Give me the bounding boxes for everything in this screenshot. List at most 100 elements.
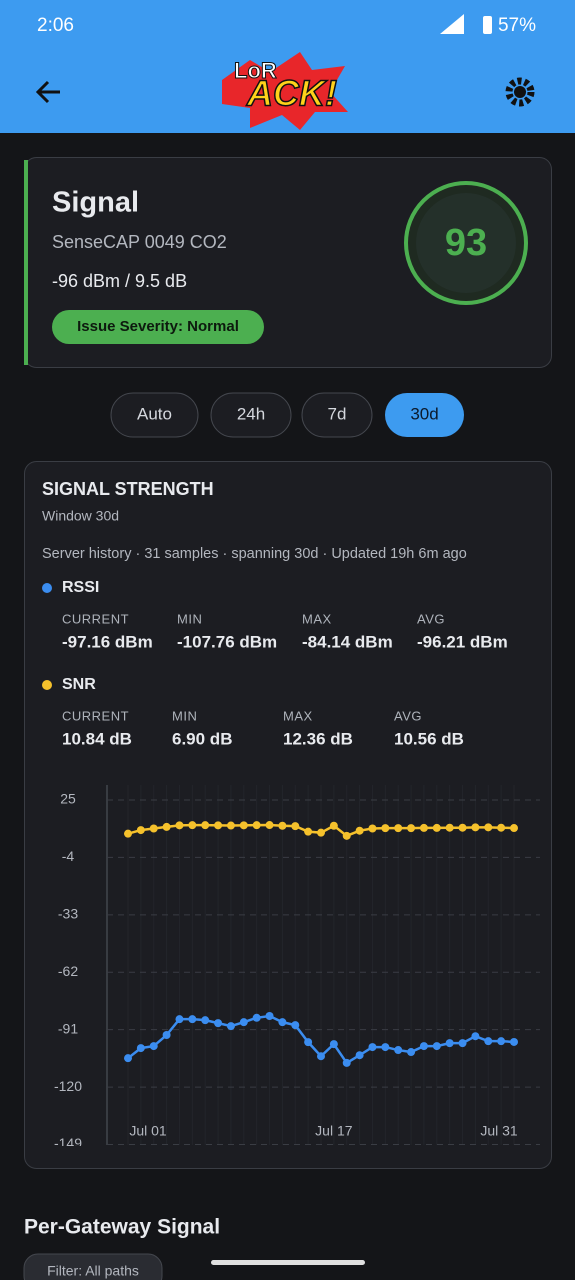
stat-label: AVG	[417, 611, 445, 626]
data-point	[226, 1022, 235, 1031]
data-point	[214, 1019, 223, 1028]
y-tick-label: -33	[58, 906, 78, 922]
data-point	[265, 821, 274, 830]
data-point	[484, 1037, 493, 1046]
stat-value: -96.21 dBm	[417, 632, 508, 651]
data-point	[304, 827, 313, 836]
tab[interactable]	[210, 392, 292, 438]
tab[interactable]	[385, 393, 464, 437]
data-point	[355, 826, 364, 835]
data-point	[124, 1054, 132, 1063]
data-point	[201, 821, 210, 830]
data-point	[445, 823, 454, 832]
y-tick-label: -91	[58, 1020, 78, 1036]
tab-label: 7d	[328, 404, 347, 423]
reading: -96 dBm / 9.5 dB	[52, 271, 187, 291]
data-point	[407, 1048, 416, 1057]
device-name: SenseCAP 0049 CO2	[52, 232, 227, 252]
data-point	[394, 824, 403, 833]
stat-label: AVG	[394, 708, 422, 723]
stat-value: 10.84 dB	[62, 729, 132, 748]
data-point	[510, 824, 518, 833]
signal-icon	[440, 14, 464, 34]
data-point	[342, 831, 351, 840]
stat-value: 12.36 dB	[283, 729, 353, 748]
data-point	[419, 1042, 428, 1051]
x-tick-label: Jul 17	[315, 1123, 353, 1139]
y-tick-label: -62	[58, 963, 78, 979]
history: Server history · 31 samples · spanning 3…	[42, 546, 467, 562]
tab[interactable]	[301, 392, 373, 438]
data-point	[265, 1012, 274, 1021]
data-point	[304, 1038, 313, 1047]
battery-icon	[483, 16, 492, 34]
data-point	[278, 821, 287, 830]
data-point	[278, 1018, 287, 1027]
data-point	[394, 1046, 403, 1055]
data-point	[291, 1021, 300, 1030]
data-point	[368, 824, 377, 833]
y-tick-label: -149	[54, 1135, 82, 1151]
legend-dot	[42, 680, 52, 690]
settings-icon	[514, 86, 526, 98]
data-point	[188, 821, 197, 830]
filter-chip[interactable]	[23, 1253, 163, 1280]
data-point	[239, 821, 248, 830]
nav-handle	[211, 1260, 365, 1265]
logo-big: ACK!	[246, 73, 337, 114]
stat-label: MIN	[177, 611, 202, 626]
y-tick-label: -120	[54, 1078, 82, 1094]
data-point	[149, 1042, 158, 1051]
score: 93	[445, 222, 487, 264]
severity-badge	[52, 310, 264, 344]
tab[interactable]	[110, 392, 199, 438]
data-point	[214, 821, 223, 830]
legend-dot	[42, 583, 52, 593]
stat-label: CURRENT	[62, 611, 129, 626]
x-tick-label: Jul 01	[129, 1123, 167, 1139]
data-point	[329, 821, 338, 830]
plot-area: 25 -4 -33 -62 -91 -120 -149	[54, 785, 540, 1151]
data-point	[175, 1015, 184, 1024]
data-point	[510, 1037, 518, 1046]
card-accent	[24, 160, 28, 365]
stat-value: 10.56 dB	[394, 729, 464, 748]
data-point	[175, 821, 184, 830]
stat-label: MAX	[302, 611, 332, 626]
data-point	[162, 1031, 171, 1040]
score-inner	[416, 193, 516, 293]
back-button[interactable]	[35, 80, 60, 104]
data-point	[317, 1052, 325, 1061]
filter: Filter: All paths	[47, 1263, 139, 1279]
data-point	[419, 823, 428, 832]
data-point	[291, 822, 300, 831]
data-point	[149, 824, 158, 833]
data-point	[201, 1016, 210, 1025]
data-point	[381, 824, 390, 833]
severity: Issue Severity: Normal	[77, 318, 239, 335]
y-tick-label: 25	[60, 791, 76, 807]
window: Window 30d	[42, 508, 119, 524]
data-point	[497, 1037, 506, 1046]
data-point	[329, 1040, 338, 1049]
legend-label: RSSI	[62, 579, 99, 596]
data-point	[432, 1042, 441, 1051]
stat-value: 6.90 dB	[172, 729, 232, 748]
data-point	[317, 828, 325, 837]
data-point	[188, 1015, 197, 1024]
data-point	[124, 829, 132, 838]
data-point	[239, 1018, 248, 1027]
logo-burst	[222, 52, 348, 130]
data-point	[226, 821, 235, 830]
data-point	[355, 1051, 364, 1060]
strength-card	[24, 461, 552, 1169]
legend-label: SNR	[62, 676, 96, 693]
data-point	[484, 823, 493, 832]
settings-button[interactable]	[505, 77, 535, 107]
section-title: Per-Gateway Signal	[24, 1216, 220, 1239]
data-point	[432, 823, 441, 832]
data-point	[368, 1043, 377, 1052]
stat-label: MAX	[283, 708, 313, 723]
tab-label: Auto	[137, 404, 172, 423]
